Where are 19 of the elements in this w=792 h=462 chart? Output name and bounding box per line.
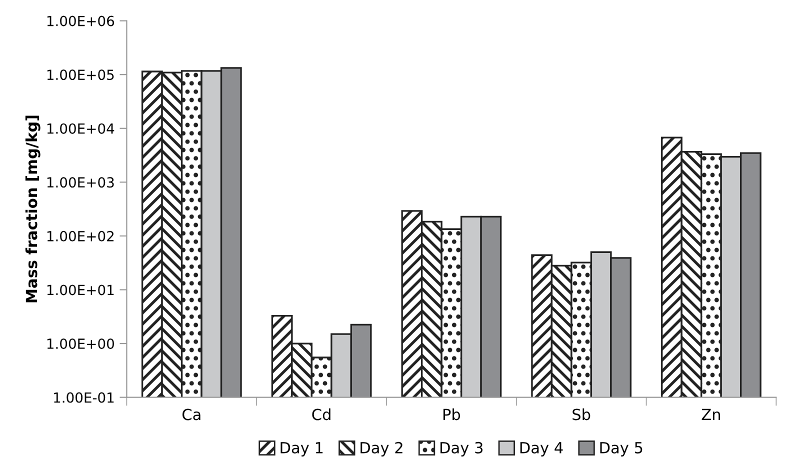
- legend-label: Day 5: [600, 442, 642, 456]
- y-tick-label: 1.00E+01: [47, 284, 114, 296]
- y-tick-label: 1.00E+00: [47, 338, 114, 350]
- x-tick-label: Zn: [702, 408, 720, 420]
- legend-label: Day 2: [360, 442, 402, 456]
- x-tick-label: Ca: [182, 408, 200, 420]
- y-tick-label: 1.00E+05: [47, 70, 114, 80]
- y-tick-label: 1.00E-01: [54, 392, 114, 403]
- y-tick-label: 1.00E+06: [47, 16, 114, 26]
- x-tick-label: Cd: [312, 408, 330, 420]
- legend-label: Day 3: [440, 442, 483, 456]
- y-tick-label: 1.00E+02: [47, 230, 114, 242]
- x-tick-label: Sb: [572, 408, 590, 420]
- legend-label: Day 4: [520, 442, 563, 456]
- y-tick-label: 1.00E+03: [47, 177, 114, 188]
- y-axis-title: Mass fraction [mg/kg]: [25, 116, 40, 302]
- y-tick-label: 1.00E+04: [47, 123, 114, 134]
- x-tick-label: Pb: [443, 408, 460, 420]
- legend-label: Day 1: [280, 442, 323, 456]
